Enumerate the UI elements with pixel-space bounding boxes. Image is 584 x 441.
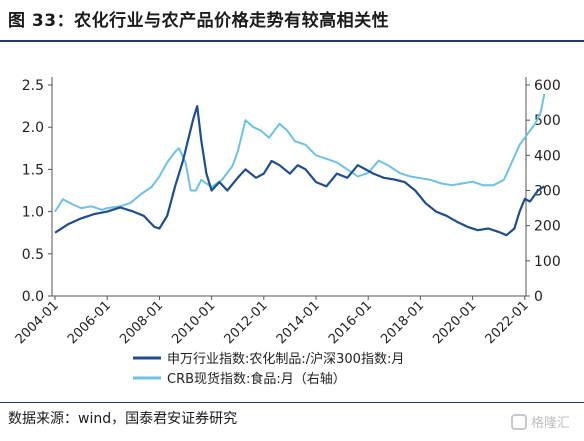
y-right-tick-label: 200: [534, 219, 561, 235]
x-tick-label: 2006-01: [65, 298, 114, 347]
y-left-tick-label: 0.5: [22, 247, 44, 263]
y-left-tick-label: 1.0: [22, 205, 44, 221]
chart-legend: 申万行业指数:农化制品:/沪深300指数:月 CRB现货指数:食品:月（右轴）: [133, 351, 404, 387]
legend-label-1: 申万行业指数:农化制品:/沪深300指数:月: [167, 351, 404, 367]
x-tick-label: 2022-01: [483, 298, 532, 347]
x-tick-label: 2020-01: [430, 298, 479, 347]
figure-title: 图 33：农化行业与农产品价格走势有较高相关性: [8, 11, 390, 31]
source-rule: [0, 402, 584, 403]
x-tick-label: 2018-01: [378, 298, 427, 347]
watermark-logo-icon: [510, 413, 527, 430]
chart: 0.00.51.01.52.02.50100200300400500600200…: [13, 77, 561, 387]
x-tick-label: 2014-01: [274, 298, 323, 347]
y-right-tick-label: 400: [534, 148, 561, 164]
y-right-tick-label: 500: [534, 113, 561, 129]
y-right-tick-label: 100: [534, 254, 561, 270]
y-left-tick-label: 0.0: [22, 289, 44, 305]
x-tick-label: 2004-01: [13, 298, 62, 347]
watermark: 格隆汇: [510, 412, 570, 431]
x-tick-label: 2012-01: [222, 298, 271, 347]
y-right-tick-label: 600: [534, 78, 561, 94]
y-right-tick-label: 0: [534, 289, 543, 305]
x-tick-label: 2016-01: [326, 298, 375, 347]
title-rule: [0, 40, 584, 42]
y-left-tick-label: 2.0: [22, 120, 44, 136]
source-note: 数据来源：wind，国泰君安证券研究: [8, 411, 238, 427]
series-line-agrochem-ratio: [54, 105, 545, 237]
y-left-tick-label: 2.5: [22, 78, 44, 94]
y-left-tick-label: 1.5: [22, 162, 44, 178]
watermark-text: 格隆汇: [530, 416, 570, 431]
x-tick-label: 2010-01: [169, 298, 218, 347]
series-line-crb-food: [54, 93, 546, 213]
legend-label-2: CRB现货指数:食品:月（右轴）: [167, 371, 346, 387]
chart-axes: 0.00.51.01.52.02.50100200300400500600200…: [13, 77, 561, 347]
x-tick-label: 2008-01: [117, 298, 166, 347]
chart-lines: [54, 93, 546, 237]
